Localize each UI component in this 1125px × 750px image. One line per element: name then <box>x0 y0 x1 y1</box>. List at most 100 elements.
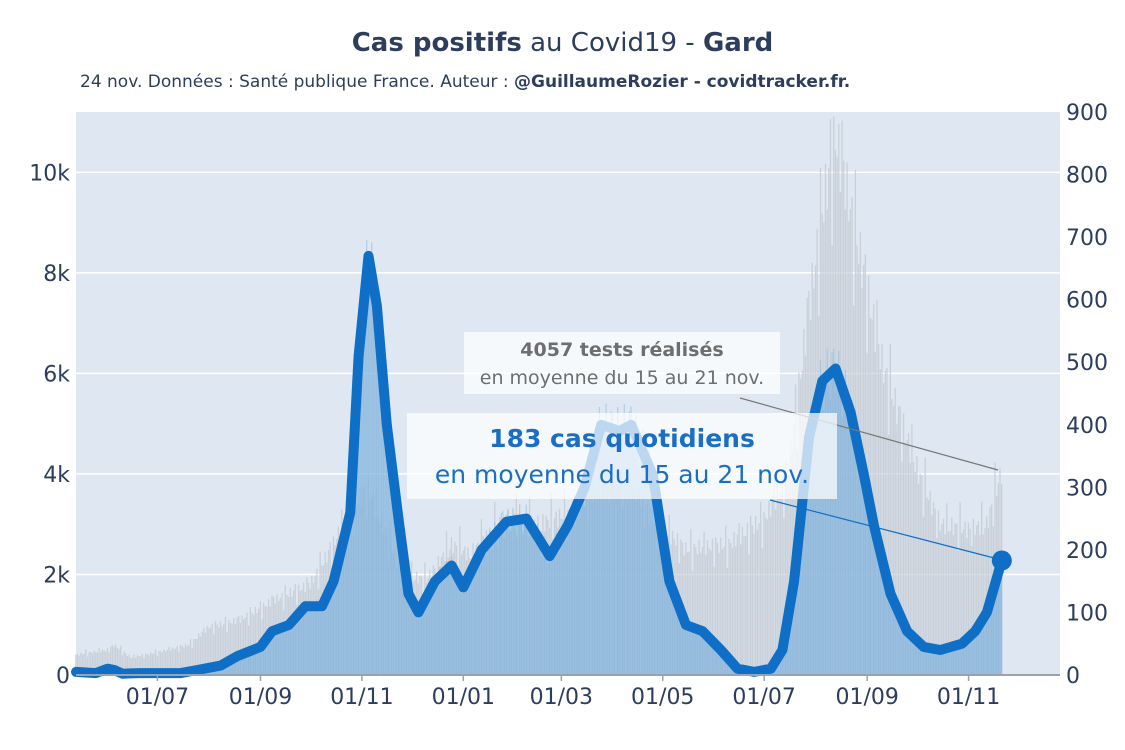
tests-bar <box>76 653 79 675</box>
tests-bar <box>736 534 739 675</box>
tests-bar <box>957 550 960 675</box>
right-tick-label: 0 <box>1066 664 1080 689</box>
tests-bar <box>924 457 926 675</box>
tests-bar <box>728 538 730 675</box>
tests-bar <box>199 636 202 675</box>
tests-bar <box>203 627 205 675</box>
tests-bar <box>705 555 707 675</box>
tests-bar <box>176 645 178 675</box>
tests-bar <box>896 424 898 675</box>
tests-bar <box>149 652 152 675</box>
tests-bar <box>731 547 734 675</box>
tests-bar <box>931 514 933 675</box>
tests-bar <box>735 546 737 675</box>
tests-bar <box>748 554 750 675</box>
right-tick-label: 900 <box>1066 101 1108 126</box>
tests-bar <box>886 367 888 675</box>
tests-bar <box>171 647 173 675</box>
tests-bar <box>183 647 185 675</box>
left-tick-label: 6k <box>43 362 70 387</box>
tests-bar <box>764 517 767 675</box>
tests-bar <box>103 650 105 675</box>
tests-bar <box>716 542 719 675</box>
tests-bar <box>977 521 980 675</box>
subtitle-text: 24 nov. Données : Santé publique France.… <box>80 72 515 92</box>
tests-bar <box>239 622 242 675</box>
tests-bar <box>951 517 953 675</box>
tests-bar <box>917 483 920 675</box>
tests-bar <box>710 550 712 675</box>
left-tick-label: 8k <box>43 262 70 287</box>
tests-bar <box>98 647 100 675</box>
tests-bar <box>211 623 213 675</box>
tests-bar <box>921 475 923 675</box>
cases-leader-line <box>769 499 999 560</box>
tests-bar <box>718 552 720 675</box>
tests-bar <box>173 648 175 675</box>
right-tick-label: 700 <box>1066 226 1108 251</box>
tests-bar <box>912 462 915 675</box>
tests-bar <box>956 524 958 675</box>
tests-bar <box>972 518 975 675</box>
tests-bar <box>730 542 732 675</box>
tests-bar <box>781 477 783 675</box>
x-tick-label: 01/03 <box>530 685 593 710</box>
tests-bar <box>224 616 227 675</box>
tests-bar <box>113 646 115 675</box>
tests-leader-line <box>739 397 999 471</box>
right-tick-label: 600 <box>1066 289 1108 314</box>
tests-bar <box>922 516 925 675</box>
cases-line <box>71 250 1007 679</box>
tests-bar <box>946 503 948 675</box>
tests-bar <box>778 498 780 675</box>
tests-bar <box>688 551 690 675</box>
tests-bar <box>891 398 893 675</box>
tests-bar <box>125 653 127 675</box>
tests-bar <box>954 523 956 675</box>
left-axis: 0 2k 4k 6k 8k 10k <box>29 161 70 689</box>
tests-bar <box>738 523 740 675</box>
tests-bar <box>213 634 215 675</box>
tests-bar <box>100 652 102 675</box>
tests-bar <box>246 612 248 675</box>
tests-bar <box>788 475 790 675</box>
tests-bar <box>696 554 699 675</box>
tests-bar <box>751 525 753 675</box>
right-tick-label: 500 <box>1066 351 1108 376</box>
tests-bar <box>881 343 883 675</box>
tests-bar <box>233 618 235 675</box>
tests-bar <box>153 653 155 675</box>
tests-bar <box>776 485 778 675</box>
tests-bar <box>916 456 918 675</box>
tests-annotation-value: 4057 tests réalisés <box>520 339 724 361</box>
tests-bar <box>75 654 77 675</box>
tests-bar <box>763 511 765 675</box>
tests-bar <box>967 522 970 675</box>
tests-bar <box>126 655 129 675</box>
tests-bar <box>976 525 978 675</box>
x-tick-label: 01/09 <box>229 685 292 710</box>
title-bold: Cas positifs <box>351 28 522 58</box>
cases-annotation: 183 cas quotidiens en moyenne du 15 au 2… <box>407 413 837 499</box>
tests-bar <box>196 639 198 675</box>
tests-bar <box>226 632 228 675</box>
tests-bar <box>138 655 140 675</box>
tests-bar <box>759 501 762 675</box>
tests-bar <box>218 627 220 675</box>
tests-bar <box>754 515 757 675</box>
tests-bar <box>186 646 188 675</box>
tests-bar <box>164 651 167 675</box>
tests-bar <box>713 566 715 675</box>
tests-bar <box>141 653 143 675</box>
x-axis: 01/07 01/09 01/11 01/01 01/03 01/05 01/07 01/09… <box>126 675 1000 710</box>
tests-bar <box>238 616 240 675</box>
tests-bar <box>174 648 177 675</box>
tests-bar <box>919 473 921 675</box>
tests-bar <box>937 510 940 675</box>
tests-bar <box>949 530 951 675</box>
tests-bar <box>184 643 187 675</box>
tests-bar <box>229 622 232 675</box>
tests-bar <box>947 531 950 675</box>
left-tick-label: 0 <box>56 664 70 689</box>
right-tick-label: 200 <box>1066 539 1108 564</box>
